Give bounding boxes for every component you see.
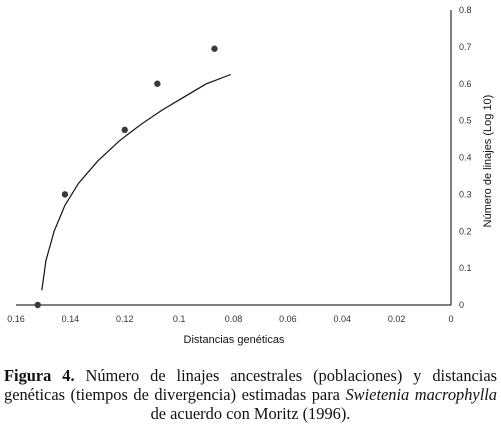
data-points <box>34 45 218 309</box>
x-axis-title: Distancias genéticas <box>184 334 285 346</box>
caption-text-1: Número de linajes ancestrales (poblacion… <box>4 366 497 404</box>
x-tick-label: 0.12 <box>116 314 134 324</box>
caption-label: Figura 4. <box>4 366 75 385</box>
y-tick-label: 0.7 <box>459 42 472 52</box>
y-tick-label: 0.8 <box>459 5 472 15</box>
x-tick-label: 0.1 <box>173 314 186 324</box>
y-tick-label: 0 <box>459 300 464 310</box>
data-point <box>34 301 41 309</box>
x-tick-label: 0.16 <box>7 314 25 324</box>
axes <box>16 10 452 306</box>
y-tick-label: 0.1 <box>459 263 472 273</box>
chart: 0.16 0.14 0.12 0.1 0.08 0.06 0.04 0.02 0 0 0.1 0.2… <box>7 5 494 346</box>
y-axis-title: Número de linajes (Log 10) <box>482 95 494 228</box>
x-tick-label: 0.04 <box>333 314 351 324</box>
y-tick-labels: 0 0.1 0.2 0.3 0.4 0.5 0.6 0.7 0.8 <box>459 5 472 310</box>
figure-caption: Figura 4. Número de linajes ancestrales … <box>4 366 497 423</box>
caption-text-2: de acuerdo con Moritz (1996). <box>150 404 351 423</box>
x-tick-label: 0 <box>448 314 453 324</box>
trendline <box>41 73 232 291</box>
y-tick-label: 0.4 <box>459 153 472 163</box>
data-point <box>154 80 161 87</box>
x-tick-label: 0.14 <box>62 314 80 324</box>
caption-species: Swietenia macrophylla <box>345 385 497 404</box>
x-tick-label: 0.02 <box>388 314 406 324</box>
x-tick-labels: 0.16 0.14 0.12 0.1 0.08 0.06 0.04 0.02 0 <box>7 314 453 324</box>
x-tick-label: 0.06 <box>279 314 297 324</box>
data-point <box>211 45 218 52</box>
y-tick-label: 0.2 <box>459 226 472 236</box>
x-tick-label: 0.08 <box>225 314 243 324</box>
y-tick-label: 0.6 <box>459 79 472 89</box>
data-point <box>121 126 128 134</box>
data-point <box>61 191 69 198</box>
y-tick-label: 0.3 <box>459 189 472 199</box>
y-tick-label: 0.5 <box>459 116 472 126</box>
